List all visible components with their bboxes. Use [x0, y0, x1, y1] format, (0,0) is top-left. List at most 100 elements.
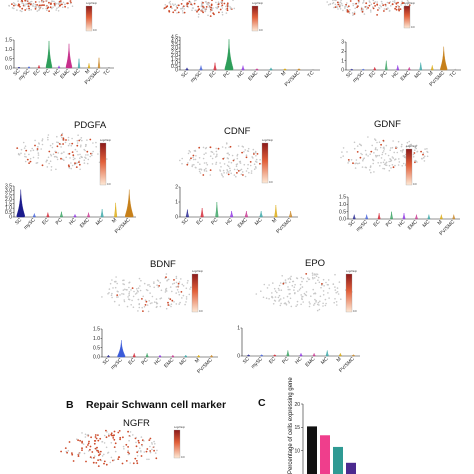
umap-point	[198, 8, 200, 11]
umap-point	[324, 304, 327, 307]
umap-point	[254, 152, 257, 154]
legend-gradient-bar	[99, 142, 107, 186]
umap-point	[28, 2, 30, 5]
umap-point	[51, 143, 54, 145]
umap-point	[191, 9, 193, 12]
x-category-label: mySC	[18, 68, 32, 82]
legend-low-label: 0.0	[269, 180, 273, 184]
umap-point	[78, 161, 80, 164]
x-category-label: M	[437, 219, 444, 226]
umap-point	[290, 305, 293, 308]
umap-point	[55, 9, 57, 11]
umap-point	[81, 440, 83, 443]
umap-point	[304, 293, 307, 296]
umap-point	[97, 459, 99, 461]
legend-low-label: 0.0	[107, 182, 111, 186]
umap-point	[301, 280, 303, 283]
umap-point	[117, 456, 120, 458]
umap-point	[395, 5, 398, 8]
umap-point	[285, 282, 287, 284]
y-tick-label: 1.0	[93, 336, 100, 342]
umap-point	[84, 156, 86, 159]
umap-point	[313, 277, 316, 279]
umap-point	[382, 161, 385, 164]
umap-point	[211, 9, 213, 11]
umap-point	[141, 298, 143, 300]
legend-title: Log2 Exp	[262, 138, 274, 142]
violin-shape	[402, 213, 406, 220]
umap-point	[404, 156, 407, 158]
umap-point	[218, 11, 220, 14]
umap-point	[230, 7, 232, 9]
umap-point	[165, 288, 167, 291]
panel-title-gdnf: GDNF	[374, 119, 401, 130]
color-legend: Log2 Exp 0.0	[261, 138, 274, 184]
umap-point	[144, 299, 147, 302]
umap-point	[21, 7, 24, 10]
umap-point	[239, 162, 242, 164]
umap-point	[59, 2, 61, 4]
umap-point	[74, 157, 76, 160]
umap-point	[50, 3, 52, 5]
umap-point	[176, 7, 179, 9]
umap-point	[376, 141, 378, 144]
umap-point	[339, 3, 341, 6]
umap-point	[357, 5, 359, 8]
umap-point	[368, 4, 371, 7]
umap-point	[373, 2, 375, 5]
umap-point	[315, 299, 317, 302]
umap-point	[30, 9, 32, 11]
umap-point	[295, 277, 298, 279]
umap-point	[255, 161, 258, 163]
y-tick-label: 2	[175, 185, 178, 191]
umap-point	[271, 292, 273, 294]
umap-point	[355, 159, 358, 161]
umap-point	[408, 140, 411, 143]
umap-point	[83, 159, 86, 161]
umap-point	[137, 450, 140, 452]
umap-point	[322, 278, 325, 281]
y-tick-label: 2.5	[5, 192, 12, 198]
umap-point	[70, 167, 72, 170]
umap-point	[41, 143, 44, 146]
violin-shape	[415, 214, 418, 220]
umap-point	[183, 8, 186, 10]
umap-point	[223, 172, 225, 174]
umap-point	[115, 280, 117, 283]
y-tick-label: 0.5	[171, 64, 178, 70]
x-category-label: mySC	[190, 70, 204, 84]
umap-point	[24, 153, 26, 155]
color-legend: Log2 Exp 0.0	[403, 1, 416, 29]
umap-point	[50, 169, 53, 171]
panel-title-epo: EPO	[305, 258, 325, 269]
umap-point	[145, 300, 148, 303]
umap-point	[193, 158, 195, 161]
umap-point	[57, 10, 60, 12]
umap-point	[322, 294, 325, 296]
umap-point	[255, 155, 257, 157]
umap-point	[348, 12, 351, 14]
umap-point	[136, 288, 138, 290]
umap-point	[274, 296, 277, 298]
umap-point	[215, 163, 217, 165]
umap-point	[211, 0, 213, 2]
y-tick-label: 2.0	[5, 197, 12, 203]
umap-point	[201, 9, 204, 11]
x-category-label: SC	[181, 217, 190, 226]
umap-point	[242, 174, 244, 176]
umap-point	[127, 449, 129, 452]
umap-point	[77, 452, 80, 455]
umap-point	[400, 4, 402, 6]
violin-shape	[440, 46, 448, 71]
y-tick-label: 2	[341, 49, 344, 55]
legend-low-label: 0.0	[353, 309, 357, 313]
x-category-label: EMC	[407, 219, 419, 231]
umap-point	[336, 1, 339, 4]
x-category-label: MC	[422, 219, 432, 229]
umap-point	[424, 148, 426, 150]
umap-point	[178, 281, 181, 283]
umap-point	[187, 152, 190, 155]
umap-point	[305, 291, 308, 293]
umap-point	[47, 136, 49, 139]
umap-point	[240, 173, 243, 176]
